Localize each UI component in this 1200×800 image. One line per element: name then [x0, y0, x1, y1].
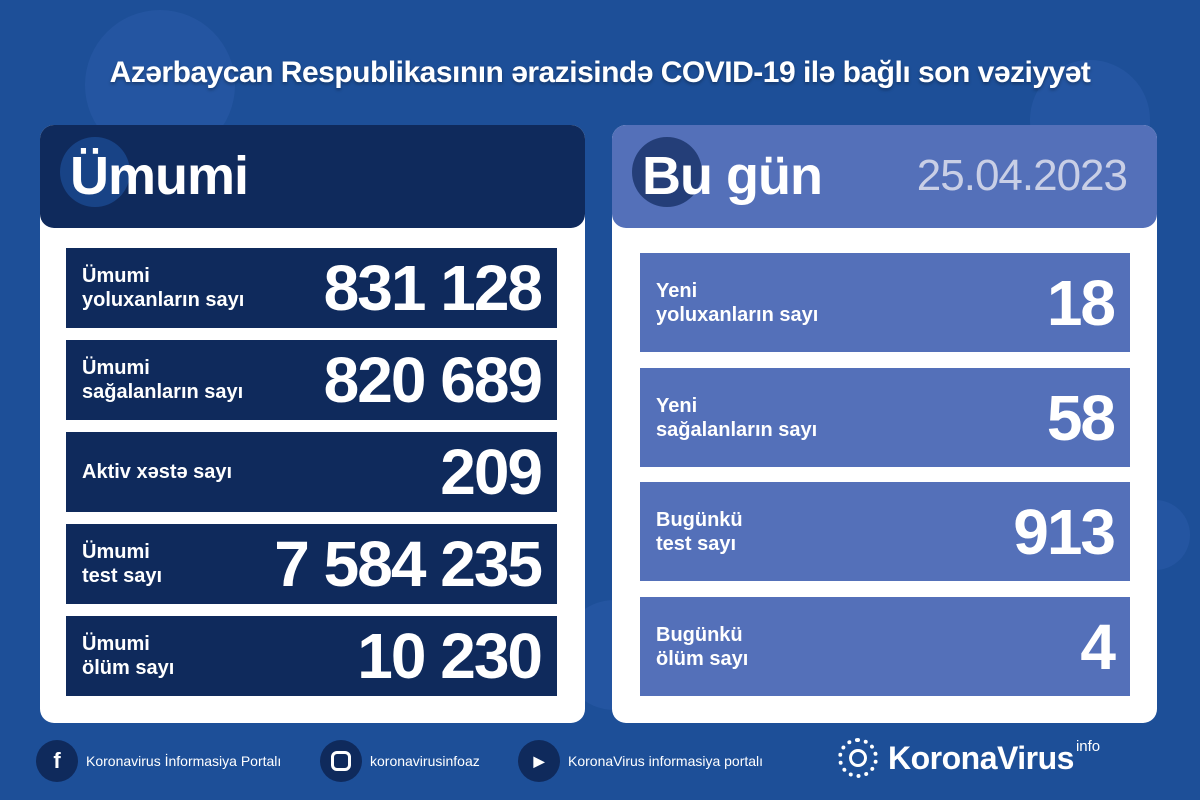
stat-row: Aktiv xəstə sayı 209: [66, 432, 557, 512]
stat-label: Yeni sağalanların sayı: [656, 394, 818, 441]
today-panel: Bu gün 25.04.2023 Yeni yoluxanların sayı…: [612, 125, 1157, 723]
stat-value: 18: [1046, 266, 1116, 339]
facebook-link[interactable]: f Koronavirus İnformasiya Portalı: [36, 740, 281, 782]
sun-icon: [838, 738, 878, 778]
today-header: Bu gün 25.04.2023: [612, 125, 1157, 228]
logo-sup: info: [1075, 738, 1101, 755]
instagram-text: koronavirusinfoaz: [370, 753, 480, 769]
stat-row: Ümumi test sayı 7 584 235: [66, 524, 557, 604]
page-title: Azərbaycan Respublikasının ərazisində CO…: [109, 56, 1091, 89]
stat-value: 820 689: [323, 344, 543, 416]
stat-value: 831 128: [323, 252, 543, 324]
stat-label: Yeni yoluxanların sayı: [656, 279, 819, 326]
stat-label: Ümumi test sayı: [82, 541, 163, 587]
youtube-text: KoronaVirus informasiya portalı: [568, 753, 764, 769]
virus-icon: [60, 137, 130, 207]
koronavirus-logo: KoronaVirus info: [838, 738, 1100, 778]
stat-label: Bugünkü test sayı: [656, 508, 743, 555]
total-panel: Ümumi Ümumi yoluxanların sayı 831 128 Ümu…: [40, 125, 585, 723]
stat-value: 7 584 235: [274, 528, 543, 600]
facebook-text: Koronavirus İnformasiya Portalı: [86, 753, 282, 769]
stat-row: Ümumi ölüm sayı 10 230: [66, 616, 557, 696]
stat-value: 10 230: [357, 620, 543, 692]
instagram-icon: [320, 740, 362, 782]
stat-value: 58: [1046, 381, 1116, 454]
stat-label: Aktiv xəstə sayı: [82, 461, 233, 483]
today-heading: Bu gün: [642, 146, 823, 206]
virus-icon: [632, 137, 702, 207]
logo-text: KoronaVirus: [888, 739, 1074, 776]
stat-row: Bugünkü ölüm sayı 4: [640, 597, 1130, 696]
date: 25.04.2023: [916, 151, 1128, 200]
facebook-icon: f: [36, 740, 78, 782]
youtube-icon: ▶: [518, 740, 560, 782]
stat-label: Ümumi ölüm sayı: [82, 633, 175, 679]
stat-row: Yeni sağalanların sayı 58: [640, 368, 1130, 467]
stat-row: Ümumi yoluxanların sayı 831 128: [66, 248, 557, 328]
stat-label: Bugünkü ölüm sayı: [656, 623, 749, 670]
total-header: Ümumi: [40, 125, 585, 228]
stat-value: 4: [1080, 610, 1116, 683]
stat-row: Bugünkü test sayı 913: [640, 482, 1130, 581]
footer: f Koronavirus İnformasiya Portalı koronav…: [0, 740, 820, 785]
stat-value: 209: [440, 436, 543, 508]
stat-label: Ümumi sağalanların sayı: [82, 357, 244, 403]
total-heading: Ümumi: [70, 146, 249, 206]
stat-row: Yeni yoluxanların sayı 18: [640, 253, 1130, 352]
stat-value: 913: [1013, 495, 1116, 568]
youtube-link[interactable]: ▶ KoronaVirus informasiya portalı: [518, 740, 763, 782]
stat-row: Ümumi sağalanların sayı 820 689: [66, 340, 557, 420]
stat-label: Ümumi yoluxanların sayı: [82, 265, 245, 311]
instagram-link[interactable]: koronavirusinfoaz: [320, 740, 480, 782]
